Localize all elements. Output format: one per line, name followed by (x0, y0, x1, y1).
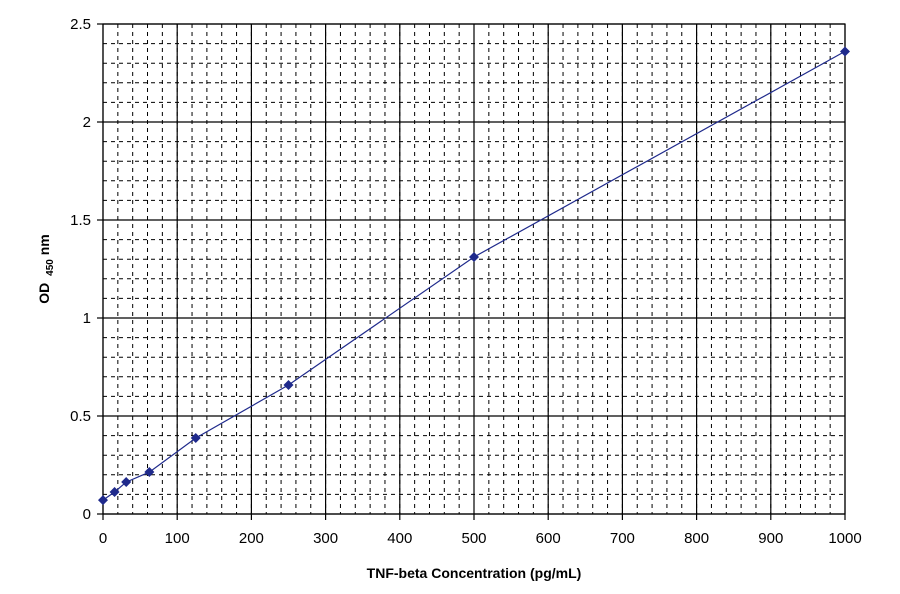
x-tick-label: 600 (536, 530, 561, 547)
data-point-marker (144, 467, 155, 478)
data-markers (98, 46, 850, 506)
y-axis-title: OD 450 nm (36, 234, 56, 303)
x-axis: 0 100 200 300 400 500 600 700 800 900 1000 (99, 514, 862, 547)
y-axis-title-sub: 450 (45, 259, 56, 276)
x-tick-label: 0 (99, 530, 107, 547)
y-tick-label: 1.5 (70, 212, 91, 229)
x-tick-label: 900 (758, 530, 783, 547)
y-axis-title-main: OD (36, 283, 52, 304)
y-axis: 0 0.5 1 1.5 2 2.5 (70, 16, 103, 523)
x-tick-label: 700 (610, 530, 635, 547)
y-axis-title-unit: nm (36, 234, 52, 255)
data-point-marker (283, 380, 294, 391)
x-tick-label: 300 (313, 530, 338, 547)
data-point-marker (469, 252, 479, 263)
data-point-marker (121, 477, 132, 488)
data-point-marker (98, 495, 108, 506)
y-tick-label: 1 (83, 310, 91, 327)
x-tick-label: 1000 (828, 530, 861, 547)
x-tick-label: 400 (387, 530, 412, 547)
x-tick-label: 100 (165, 530, 190, 547)
x-tick-label: 800 (684, 530, 709, 547)
data-point-marker (109, 487, 120, 498)
data-point-marker (840, 46, 850, 57)
y-tick-label: 2 (83, 114, 91, 131)
x-axis-title: TNF-beta Concentration (pg/mL) (367, 565, 582, 581)
data-point-marker (190, 432, 201, 443)
major-grid (102, 23, 846, 515)
y-tick-label: 0 (83, 506, 91, 523)
y-tick-label: 0.5 (70, 408, 91, 425)
x-tick-label: 200 (239, 530, 264, 547)
x-tick-label: 500 (461, 530, 486, 547)
y-tick-label: 2.5 (70, 16, 91, 33)
